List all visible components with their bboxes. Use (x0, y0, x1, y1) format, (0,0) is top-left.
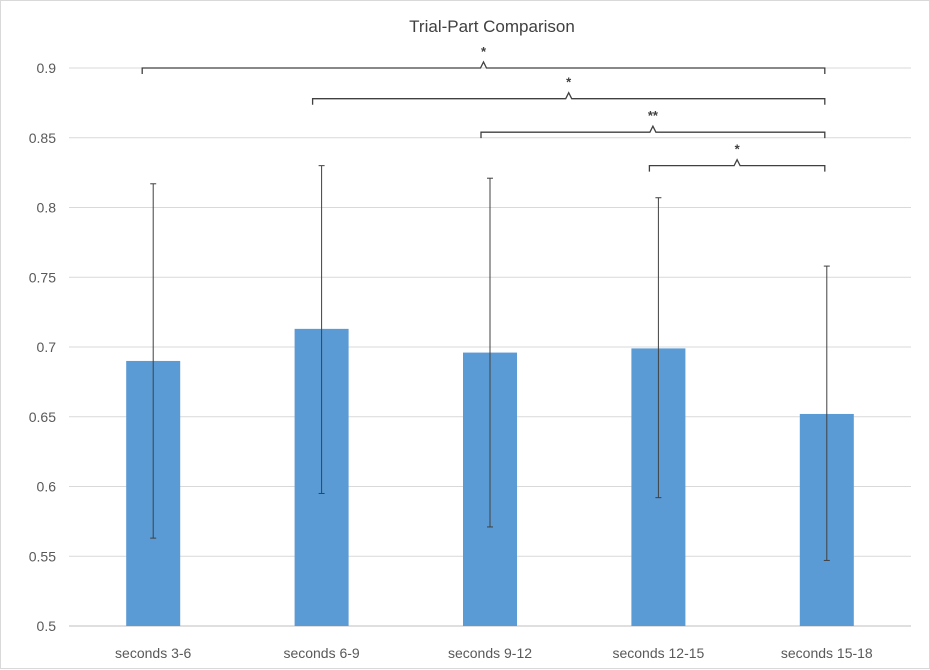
chart-title: Trial-Part Comparison (409, 17, 575, 36)
x-tick-label: seconds 3-6 (115, 645, 191, 661)
y-axis-tick-labels: 0.5 0.55 0.6 0.65 0.7 0.75 0.8 0.85 0.9 (29, 60, 56, 634)
error-bars (150, 165, 830, 561)
y-tick-label: 0.75 (29, 269, 56, 285)
significance-label: * (735, 142, 741, 157)
y-tick-label: 0.85 (29, 130, 56, 146)
significance-label: * (566, 75, 572, 90)
significance-brackets: ***** (141, 44, 826, 172)
x-tick-label: seconds 12-15 (612, 645, 704, 661)
significance-bracket (648, 158, 826, 172)
significance-bracket (141, 60, 826, 74)
y-tick-label: 0.5 (37, 618, 57, 634)
x-tick-label: seconds 9-12 (448, 645, 532, 661)
y-tick-label: 0.65 (29, 409, 56, 425)
x-axis-tick-labels: seconds 3-6 seconds 6-9 seconds 9-12 second… (115, 645, 873, 661)
significance-label: * (481, 44, 487, 59)
x-tick-label: seconds 15-18 (781, 645, 873, 661)
x-tick-label: seconds 6-9 (283, 645, 359, 661)
y-tick-label: 0.6 (37, 479, 57, 495)
significance-label: ** (648, 108, 659, 123)
y-tick-label: 0.8 (37, 200, 57, 216)
y-tick-label: 0.55 (29, 548, 56, 564)
y-tick-label: 0.7 (37, 339, 57, 355)
significance-bracket (480, 124, 826, 139)
y-tick-label: 0.9 (37, 60, 57, 76)
significance-bracket (311, 91, 826, 105)
